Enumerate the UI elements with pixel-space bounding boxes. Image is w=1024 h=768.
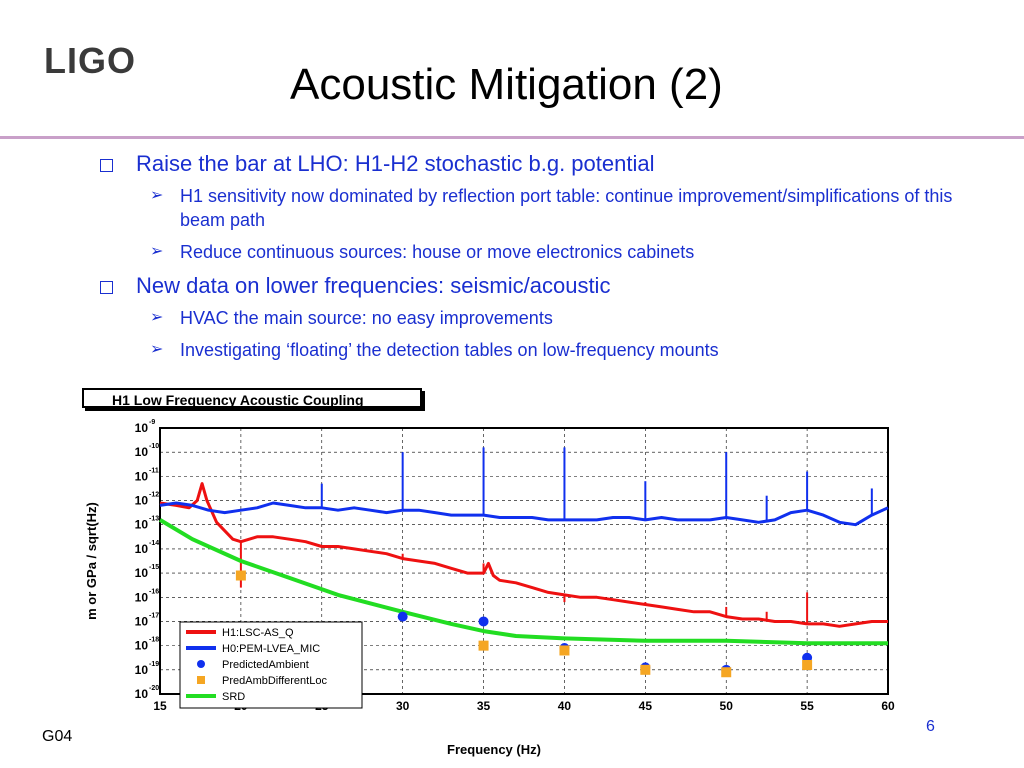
ligo-logo: LIGO <box>44 40 136 81</box>
y-tick-exponent: -10 <box>149 443 159 450</box>
legend-box <box>179 621 363 709</box>
y-tick-label: 10 <box>135 590 149 604</box>
bullet-text: Raise the bar at LHO: H1-H2 stochastic b… <box>136 151 655 176</box>
x-tick-label: 40 <box>558 699 572 713</box>
sub-bullet-text: Reduce continuous sources: house or move… <box>180 242 695 262</box>
arrow-bullet-icon: ➢ <box>150 187 164 204</box>
y-tick-label: 10 <box>135 542 149 556</box>
sub-bullet-item: ➢ HVAC the main source: no easy improvem… <box>100 306 1000 330</box>
data-point <box>235 570 246 581</box>
sub-bullet-item: ➢ Reduce continuous sources: house or mo… <box>100 240 1000 264</box>
x-axis-label: Frequency (Hz) <box>447 742 541 757</box>
x-tick-label: 15 <box>153 699 167 713</box>
bullet-item: Raise the bar at LHO: H1-H2 stochastic b… <box>100 150 1000 178</box>
y-tick-label: 10 <box>135 421 149 435</box>
square-bullet-icon <box>100 281 113 294</box>
y-tick-label: 10 <box>135 566 149 580</box>
chart-title: H1 Low Frequency Acoustic Coupling <box>82 388 422 408</box>
arrow-bullet-icon: ➢ <box>150 309 164 326</box>
bullet-text: New data on lower frequencies: seismic/a… <box>136 273 611 298</box>
legend-label: PredAmbDifferentLoc <box>222 675 327 687</box>
y-tick-exponent: -13 <box>149 516 159 523</box>
y-tick-exponent: -19 <box>149 661 159 668</box>
x-tick-label: 55 <box>800 699 814 713</box>
x-tick-label: 50 <box>720 699 734 713</box>
square-bullet-icon <box>100 159 113 172</box>
y-tick-label: 10 <box>135 687 149 701</box>
y-tick-label: 10 <box>135 518 149 532</box>
sub-bullet-text: HVAC the main source: no easy improvemen… <box>180 308 553 328</box>
y-tick-exponent: -12 <box>149 492 159 499</box>
y-tick-exponent: -16 <box>149 588 159 595</box>
y-tick-exponent: -17 <box>149 612 159 619</box>
series-line <box>159 482 888 628</box>
legend-swatch <box>197 660 205 668</box>
y-tick-exponent: -20 <box>149 685 159 692</box>
legend-label: H1:LSC-AS_Q <box>222 627 294 639</box>
arrow-bullet-icon: ➢ <box>150 341 164 358</box>
bullet-item: New data on lower frequencies: seismic/a… <box>100 272 1000 300</box>
y-tick-exponent: -11 <box>149 467 159 474</box>
slide-title: Acoustic Mitigation (2) <box>290 60 723 109</box>
y-tick-exponent: -18 <box>149 637 159 644</box>
y-tick-label: 10 <box>135 469 149 483</box>
bullet-list: Raise the bar at LHO: H1-H2 stochastic b… <box>100 150 1000 370</box>
legend-label: SRD <box>222 691 245 703</box>
y-axis-label: m or GPa / sqrt(Hz) <box>84 502 99 620</box>
y-tick-label: 10 <box>135 494 149 508</box>
page-number: 6 <box>926 718 935 735</box>
y-tick-exponent: -15 <box>149 564 159 571</box>
title-divider <box>0 136 1024 139</box>
data-point <box>559 645 570 656</box>
footer-doc-id: G04 <box>42 728 73 745</box>
data-point <box>802 659 813 670</box>
legend-swatch <box>197 676 205 684</box>
legend-label: PredictedAmbient <box>222 659 309 671</box>
sub-bullet-text: Investigating ‘floating’ the detection t… <box>180 340 719 360</box>
data-point <box>478 640 489 651</box>
sub-bullet-item: ➢ H1 sensitivity now dominated by reflec… <box>100 184 1000 232</box>
y-tick-exponent: -14 <box>149 540 159 547</box>
series-line <box>158 518 888 646</box>
sub-bullet-item: ➢ Investigating ‘floating’ the detection… <box>100 338 1000 362</box>
x-tick-label: 30 <box>396 699 410 713</box>
x-tick-label: 35 <box>477 699 491 713</box>
legend-label: H0:PEM-LVEA_MIC <box>222 643 320 655</box>
x-tick-label: 45 <box>639 699 653 713</box>
acoustic-coupling-chart: 1520253035404550556010-910-1010-1110-121… <box>84 419 895 757</box>
y-tick-label: 10 <box>135 663 149 677</box>
data-point <box>640 664 651 675</box>
arrow-bullet-icon: ➢ <box>150 243 164 260</box>
data-point <box>397 611 408 622</box>
y-tick-label: 10 <box>135 445 149 459</box>
y-tick-label: 10 <box>135 639 149 653</box>
y-tick-label: 10 <box>135 614 149 628</box>
y-tick-exponent: -9 <box>149 419 155 426</box>
x-tick-label: 60 <box>881 699 895 713</box>
data-point <box>721 667 732 678</box>
data-point <box>478 616 489 627</box>
sub-bullet-text: H1 sensitivity now dominated by reflecti… <box>180 186 953 230</box>
